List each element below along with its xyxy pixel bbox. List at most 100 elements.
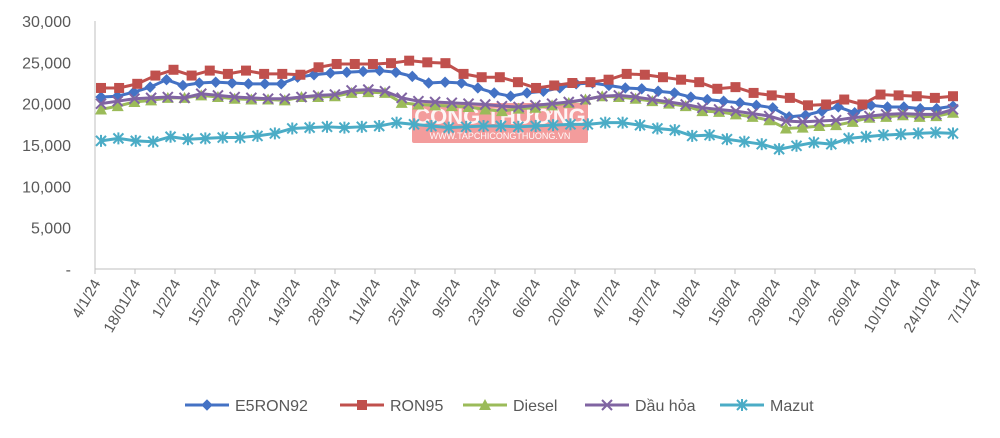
x-tick-label: 15/2/24 [185, 277, 225, 329]
data-point [504, 90, 517, 102]
data-point [145, 94, 158, 106]
data-point [275, 78, 287, 90]
data-point [913, 110, 926, 122]
data-point [458, 68, 469, 79]
data-point [585, 77, 596, 88]
data-point [331, 58, 342, 69]
data-point [929, 126, 942, 139]
data-point [357, 65, 369, 78]
data-point [730, 105, 742, 117]
data-point [603, 74, 614, 85]
data-point [663, 96, 675, 108]
data-point [408, 118, 420, 131]
data-point [696, 102, 709, 114]
data-point [386, 58, 397, 69]
data-point [286, 122, 298, 135]
data-point [422, 57, 433, 68]
series-line [100, 90, 954, 130]
data-point [395, 92, 408, 104]
data-point [895, 128, 907, 141]
data-point [367, 58, 378, 69]
data-point [512, 101, 525, 113]
data-point [212, 89, 224, 102]
data-point [177, 79, 189, 92]
data-point [694, 77, 705, 88]
data-point [875, 89, 886, 100]
data-point [356, 120, 368, 133]
data-point [629, 91, 642, 103]
data-point [96, 82, 106, 93]
data-point [112, 132, 125, 145]
y-tick-label: 15,000 [22, 138, 71, 155]
data-point [111, 95, 124, 107]
legend-label: Dầu hỏa [635, 398, 696, 415]
x-tick-label: 6/6/24 [509, 277, 545, 322]
data-point [802, 100, 813, 111]
data-point [599, 116, 611, 129]
data-point [150, 70, 161, 81]
data-point [349, 58, 360, 69]
y-tick-label: 25,000 [22, 55, 71, 72]
data-point [130, 134, 142, 147]
series-line [100, 121, 954, 151]
data-point [390, 116, 403, 129]
x-tick-label: 24/10/24 [901, 277, 945, 336]
data-point [193, 77, 206, 89]
data-point [395, 96, 408, 108]
data-point [195, 88, 207, 100]
data-point [222, 68, 233, 79]
data-point [616, 116, 629, 129]
data-point [646, 93, 659, 106]
y-axis: - 5,000 10,000 15,000 20,000 25,000 30,000 [22, 14, 96, 279]
data-point [128, 96, 141, 108]
data-point [445, 100, 458, 112]
legend-item: Dầu hỏa [585, 398, 696, 415]
data-point [234, 131, 246, 144]
x-tick-label: 29/2/24 [225, 277, 265, 329]
data-point [730, 82, 741, 93]
data-point [746, 110, 759, 122]
x-tick-label: 1/2/24 [149, 277, 185, 322]
data-point [242, 78, 255, 90]
data-point [865, 99, 877, 112]
data-point [821, 99, 832, 110]
data-point [621, 68, 632, 79]
data-point [95, 97, 107, 110]
legend-label: E5RON92 [235, 398, 308, 415]
data-point [839, 94, 850, 105]
data-point [379, 85, 391, 97]
data-point [679, 98, 692, 111]
series-Dầu hỏa [95, 83, 959, 128]
y-tick-label: 5,000 [31, 221, 71, 238]
data-point [182, 133, 194, 146]
data-point [893, 90, 904, 101]
data-point [947, 106, 959, 118]
data-point [440, 58, 451, 69]
data-point [766, 90, 777, 101]
data-point [446, 97, 458, 109]
data-point [168, 64, 179, 75]
data-point [880, 110, 893, 122]
x-tick-label: 20/6/24 [545, 277, 585, 329]
data-point [345, 84, 358, 97]
data-point [494, 72, 505, 83]
data-point [529, 99, 542, 112]
data-point [930, 108, 943, 121]
data-point [703, 129, 716, 142]
x-tick-label: 23/5/24 [465, 277, 505, 329]
data-point [277, 68, 288, 79]
data-point [477, 119, 490, 132]
data-point [613, 89, 625, 102]
data-point [455, 77, 468, 89]
y-tick-label: 30,000 [22, 14, 71, 31]
data-point [204, 65, 215, 76]
data-point [738, 135, 751, 148]
data-point [245, 92, 258, 104]
data-point [406, 70, 419, 83]
x-tick-label: 26/9/24 [825, 277, 865, 329]
data-point [228, 91, 241, 103]
data-point [897, 107, 909, 120]
x-tick-label: 12/9/24 [785, 277, 825, 329]
x-tick-label: 11/4/24 [345, 277, 384, 328]
data-point [830, 114, 842, 126]
